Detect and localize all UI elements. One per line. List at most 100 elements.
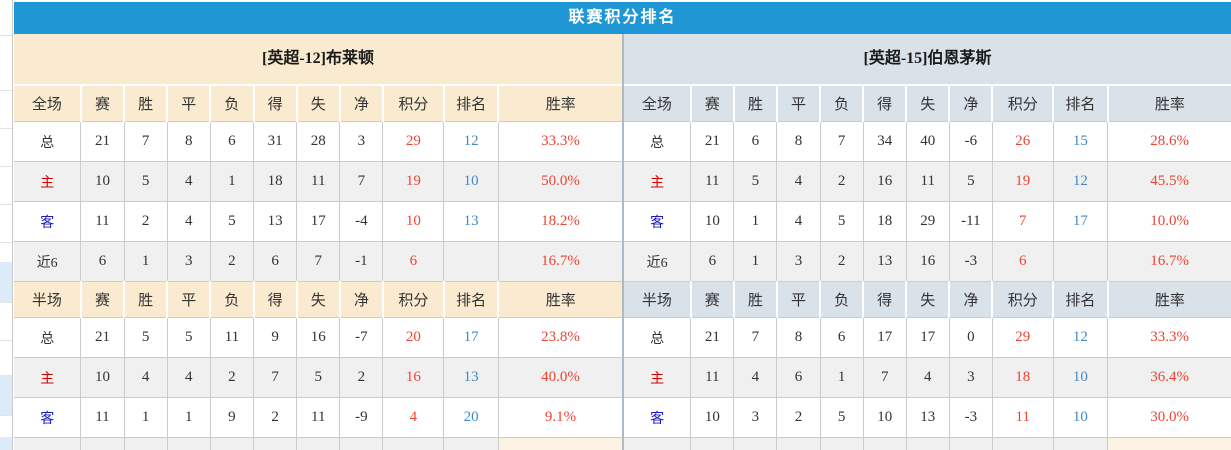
stat-cell: 8 <box>905 437 950 450</box>
stat-cell: 11 <box>296 397 340 438</box>
team-name-left: [英超-12]布莱顿 <box>14 34 622 86</box>
row-label: 近6 <box>14 437 81 450</box>
stat-cell: 4 <box>166 161 211 202</box>
stats-row: 近6611425-3416.7% <box>14 437 622 450</box>
stats-row: 主 10 4 4 2 7 5 2 16 13 40.0% <box>14 357 622 398</box>
top-spacer <box>14 0 1231 2</box>
column-header-cell: 平 <box>775 86 821 122</box>
column-header-cell: 胜率 <box>497 281 622 318</box>
stat-cell: 6 <box>80 437 125 450</box>
column-header-cell: 平 <box>166 281 211 318</box>
stat-cell: 5 <box>209 201 254 242</box>
stat-cell: 8 <box>776 317 821 358</box>
points-cell: 4 <box>382 437 444 450</box>
stats-row: 客 10 3 2 5 10 13 -3 11 10 30.0% <box>624 397 1231 438</box>
edge-divider <box>0 90 12 91</box>
stat-cell: 18 <box>252 161 297 202</box>
edge-divider <box>0 340 12 341</box>
stat-cell: 10 <box>80 161 125 202</box>
column-header-cell: 排名 <box>1052 281 1108 318</box>
stat-cell: 6 <box>80 241 125 282</box>
stat-cell: 9 <box>209 397 254 438</box>
stats-row: 主 11 5 4 2 16 11 5 19 12 45.5% <box>624 161 1231 202</box>
edge-divider <box>0 204 12 205</box>
stat-cell: -2 <box>948 437 993 450</box>
stat-cell: 4 <box>123 357 168 398</box>
stat-cell: -9 <box>339 397 383 438</box>
stat-cell: 21 <box>80 317 125 358</box>
column-header-cell: 失 <box>905 281 950 318</box>
column-header-cell: 净 <box>948 281 993 318</box>
winrate-cell: 33.3% <box>1107 317 1231 358</box>
rank-cell: 10 <box>1052 357 1108 398</box>
stat-cell: 7 <box>819 121 864 162</box>
column-header-row: 全场赛胜平负得失净积分 排名 胜率 <box>14 86 622 122</box>
column-header-cell: 得 <box>862 86 907 122</box>
edge-divider <box>0 166 12 167</box>
stat-cell: 13 <box>862 241 907 282</box>
points-cell: 10 <box>382 201 444 242</box>
stat-cell: 5 <box>819 397 864 438</box>
column-header-cell: 得 <box>252 86 297 122</box>
column-header-cell: 负 <box>209 86 254 122</box>
winrate-cell: 36.4% <box>1107 357 1231 398</box>
stat-cell: 11 <box>690 357 734 398</box>
stat-cell: -11 <box>948 201 993 242</box>
edge-divider <box>0 302 12 303</box>
points-cell: 19 <box>382 161 444 202</box>
stat-cell: 6 <box>862 437 907 450</box>
stat-cell: 5 <box>123 317 168 358</box>
page-edge-strip <box>0 0 13 450</box>
stat-cell: 17 <box>905 317 950 358</box>
stat-cell: 34 <box>862 121 907 162</box>
stat-cell: 17 <box>296 201 340 242</box>
stat-cell: 1 <box>209 161 254 202</box>
stat-cell: 7 <box>733 317 777 358</box>
team-panel-left: [英超-12]布莱顿 全场赛胜平负得失净积分 排名 胜率总 21 7 8 6 31 28 3 29 1… <box>14 34 622 450</box>
stats-row: 总 21 6 8 7 34 40 -6 26 15 28.6% <box>624 121 1231 162</box>
stats-row: 主 11 4 6 1 7 4 3 18 10 36.4% <box>624 357 1231 398</box>
column-header-cell: 负 <box>209 281 254 318</box>
stat-cell: 21 <box>690 121 734 162</box>
row-label: 近6 <box>624 241 691 282</box>
rank-cell: 10 <box>443 161 499 202</box>
stat-cell: 10 <box>80 357 125 398</box>
column-header-cell: 排名 <box>442 281 499 318</box>
rank-cell: 13 <box>443 357 499 398</box>
stat-cell: 3 <box>776 241 821 282</box>
stat-cell: 1 <box>166 397 211 438</box>
stat-cell: 5 <box>166 317 211 358</box>
stat-cell: 7 <box>862 357 907 398</box>
standings-table-right: 全场赛胜平负得失净积分 排名 胜率总 21 6 8 7 34 40 -6 26 15 28.6% 主 11 5… <box>624 86 1231 450</box>
row-label: 总 <box>14 317 81 358</box>
stat-cell: 10 <box>862 397 907 438</box>
stats-row: 近6613268-2616.7% <box>624 437 1231 450</box>
row-label: 主 <box>14 161 81 202</box>
rank-cell <box>443 241 499 282</box>
scope-header-cell: 全场 <box>14 86 81 122</box>
points-cell: 26 <box>991 121 1054 162</box>
stat-cell: 1 <box>123 437 168 450</box>
team-tables-container: [英超-12]布莱顿 全场赛胜平负得失净积分 排名 胜率总 21 7 8 6 31 28 3 29 1… <box>14 34 1231 450</box>
rank-cell <box>443 437 499 450</box>
stat-cell: -3 <box>339 437 383 450</box>
points-cell: 7 <box>991 201 1054 242</box>
row-label: 总 <box>624 121 691 162</box>
stat-cell: 7 <box>123 121 168 162</box>
stat-cell: 2 <box>209 241 254 282</box>
stat-cell: 3 <box>339 121 383 162</box>
stat-cell: -1 <box>339 241 383 282</box>
stat-cell: 1 <box>733 241 777 282</box>
column-header-cell: 净 <box>948 86 993 122</box>
stats-row: 近6 6 1 3 2 6 7 -1 6 16.7% <box>14 241 622 282</box>
winrate-cell: 18.2% <box>497 201 622 242</box>
stats-row: 客 11 1 1 9 2 11 -9 4 20 9.1% <box>14 397 622 438</box>
stat-cell: 11 <box>905 161 950 202</box>
stat-cell: 2 <box>776 397 821 438</box>
column-header-cell: 胜 <box>123 281 168 318</box>
row-label: 近6 <box>624 437 691 450</box>
stat-cell: 3 <box>948 357 993 398</box>
stat-cell: 5 <box>819 201 864 242</box>
scope-header-cell: 全场 <box>624 86 691 122</box>
rank-cell: 17 <box>443 317 499 358</box>
